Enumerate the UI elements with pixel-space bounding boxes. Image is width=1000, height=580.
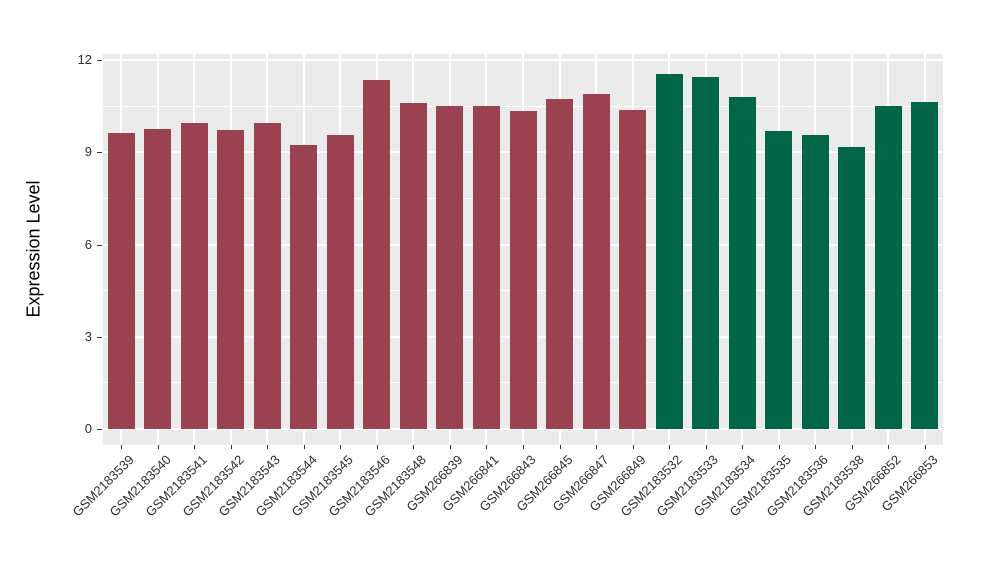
y-tick-mark bbox=[97, 60, 102, 61]
bar-GSM2183546 bbox=[363, 80, 391, 429]
y-tick-label-6: 6 bbox=[84, 236, 92, 252]
bar-GSM266839 bbox=[436, 106, 464, 429]
bar-GSM2183536 bbox=[801, 135, 829, 429]
x-tick-mark bbox=[267, 445, 269, 449]
bar-GSM2183541 bbox=[180, 123, 208, 429]
x-tick-mark bbox=[523, 445, 524, 449]
bar-GSM2183544 bbox=[290, 144, 318, 429]
bar-GSM266853 bbox=[911, 102, 939, 429]
y-tick-label-3: 3 bbox=[84, 328, 92, 344]
x-tick-mark bbox=[924, 445, 926, 449]
bar-GSM2183539 bbox=[107, 132, 135, 429]
bar-GSM266847 bbox=[582, 94, 610, 429]
x-tick-mark bbox=[303, 445, 305, 449]
x-tick-mark bbox=[742, 445, 744, 449]
x-tick-mark bbox=[596, 445, 598, 449]
x-tick-mark bbox=[888, 445, 890, 449]
x-tick-mark bbox=[778, 445, 780, 449]
y-tick-mark bbox=[97, 336, 102, 338]
y-tick-label-12: 12 bbox=[77, 52, 92, 67]
bar-GSM2183545 bbox=[326, 135, 354, 429]
x-tick-mark bbox=[486, 445, 488, 449]
bar-GSM2183540 bbox=[144, 129, 172, 429]
plot-panel bbox=[103, 54, 943, 445]
y-tick-mark bbox=[97, 429, 102, 430]
x-tick-mark bbox=[669, 445, 671, 449]
bar-GSM2183533 bbox=[692, 77, 720, 429]
bar-GSM2183548 bbox=[399, 103, 427, 429]
y-tick-mark bbox=[97, 152, 102, 154]
x-tick-mark bbox=[340, 445, 342, 449]
bar-GSM266843 bbox=[509, 110, 537, 429]
bar-GSM2183542 bbox=[217, 130, 245, 429]
x-tick-mark bbox=[705, 445, 707, 449]
y-tick-label-9: 9 bbox=[84, 144, 92, 160]
bar-GSM2183534 bbox=[728, 97, 756, 429]
x-tick-mark bbox=[121, 445, 123, 449]
x-tick-mark bbox=[815, 445, 817, 449]
y-tick-label-0: 0 bbox=[84, 421, 92, 436]
x-tick-mark bbox=[449, 445, 451, 449]
bar-GSM2183543 bbox=[253, 123, 281, 429]
bar-GSM2183538 bbox=[838, 147, 866, 429]
x-tick-mark bbox=[851, 445, 853, 449]
x-tick-mark bbox=[194, 445, 196, 449]
bar-GSM266841 bbox=[472, 105, 500, 429]
bar-GSM266845 bbox=[546, 99, 574, 429]
x-tick-mark bbox=[413, 445, 415, 449]
bar-GSM2183532 bbox=[655, 74, 683, 429]
x-tick-mark bbox=[559, 445, 561, 449]
x-tick-mark bbox=[157, 445, 159, 449]
bar-GSM266852 bbox=[874, 106, 902, 429]
x-tick-mark bbox=[632, 445, 634, 449]
x-tick-mark bbox=[376, 445, 378, 449]
x-tick-mark bbox=[230, 445, 232, 449]
bar-GSM266849 bbox=[619, 109, 647, 429]
y-tick-mark bbox=[97, 244, 102, 246]
bar-GSM2183535 bbox=[765, 131, 793, 429]
